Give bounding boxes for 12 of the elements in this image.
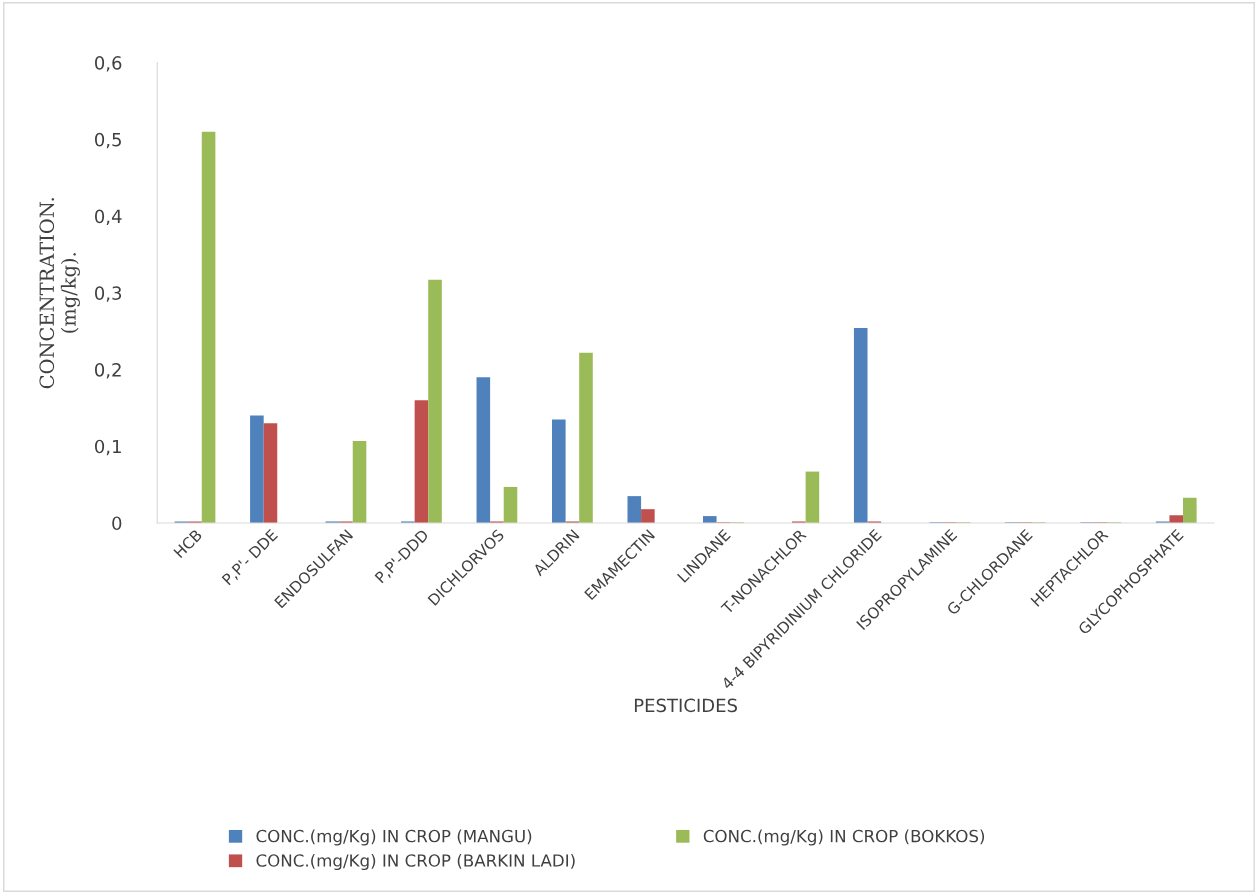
y-tick-label: 0 [112, 516, 122, 531]
y-tick-label: 0,3 [95, 286, 122, 302]
y-tick-label: 0,2 [95, 362, 121, 379]
y-tick-label: 0,6 [95, 56, 122, 72]
y-axis-title: CONCENTRATION. (mg/kg). [39, 198, 80, 389]
x-axis-title: PESTICIDES [634, 698, 738, 713]
legend-label: CONC.(mg/Kg) IN CROP (BARKIN LADI) [256, 853, 575, 871]
y-tick-label: 0,1 [95, 439, 121, 456]
y-tick-label: 0,5 [95, 132, 121, 149]
y-tick-label: 0,4 [95, 209, 122, 226]
legend-label: CONC.(mg/Kg) IN CROP (MANGU) [256, 829, 532, 846]
legend-label: CONC.(mg/Kg) IN CROP (BOKKOS) [703, 829, 985, 846]
